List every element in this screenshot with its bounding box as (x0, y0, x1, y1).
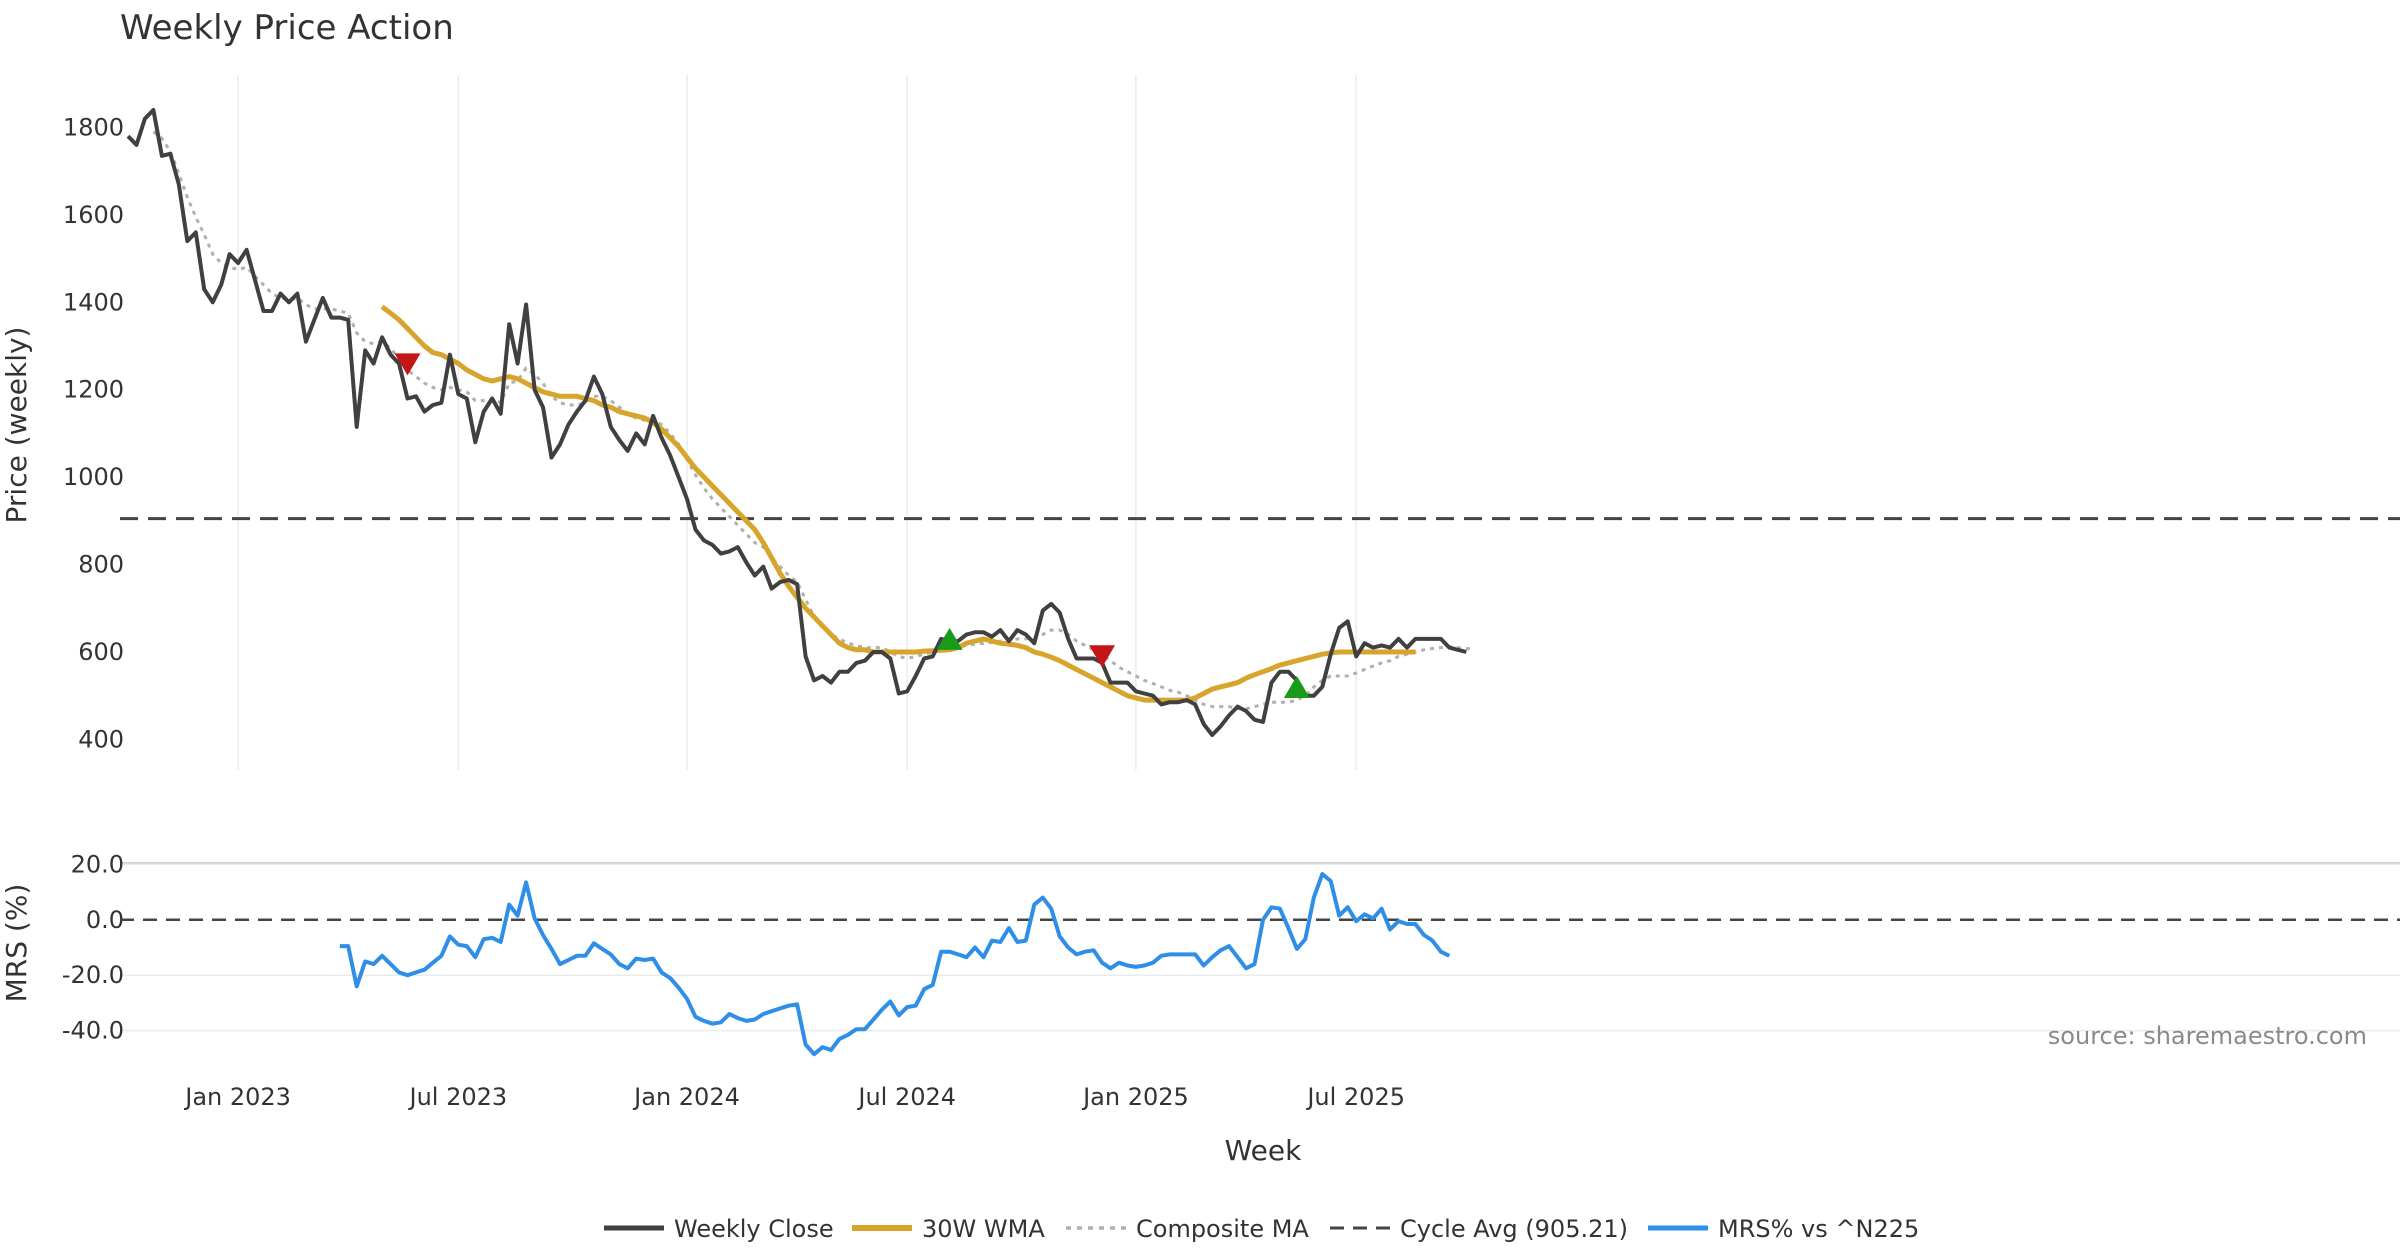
legend-label: 30W WMA (922, 1215, 1045, 1243)
x-tick-label: Jul 2024 (856, 1083, 956, 1111)
x-axis-label: Week (1225, 1134, 1302, 1167)
price-y-tick-label: 1200 (63, 376, 124, 404)
price-y-tick-label: 400 (78, 725, 124, 753)
chart-title: Weekly Price Action (120, 8, 454, 48)
price-y-tick-label: 1600 (63, 201, 124, 229)
x-tick-label: Jan 2023 (183, 1083, 291, 1111)
x-axis: Jan 2023 Jul 2023 Jan 2024 Jul 2024 Jan 2025… (183, 1083, 1405, 1111)
sell-signal-marker (394, 353, 421, 376)
price-y-tick-label: 1000 (63, 463, 124, 491)
sell-signal-marker (1089, 645, 1116, 668)
mrs-y-tick-label: 20.0 (71, 850, 124, 878)
price-y-tick-label: 1400 (63, 288, 124, 316)
composite-ma-line (152, 130, 1475, 711)
legend-label: Weekly Close (674, 1215, 834, 1243)
x-tick-label: Jul 2025 (1305, 1083, 1405, 1111)
wma-30w-line (380, 304, 1416, 703)
x-tick-label: Jan 2025 (1081, 1083, 1189, 1111)
legend-label: MRS% vs ^N225 (1718, 1215, 1919, 1243)
mrs-y-axis-label: MRS (%) (0, 884, 33, 1003)
legend-label: Composite MA (1136, 1215, 1309, 1243)
weekly-close-line (126, 108, 1467, 737)
mrs-y-tick-label: -40.0 (62, 1017, 124, 1045)
price-y-tick-label: 600 (78, 638, 124, 666)
legend: Weekly Close 30W WMA Composite MA Cycle Avg… (604, 1215, 1919, 1243)
price-y-tick-label: 800 (78, 551, 124, 579)
price-panel: 400 600 800 1000 1200 1400 1600 1800 (63, 75, 2400, 770)
mrs-panel: -40.0 -20.0 0.0 20.0 (62, 850, 2400, 1057)
price-y-axis-label: Price (weekly) (0, 327, 33, 524)
mrs-line (339, 872, 1451, 1057)
x-tick-label: Jul 2023 (407, 1083, 507, 1111)
buy-signal-marker (936, 627, 963, 650)
buy-signal-marker (1283, 675, 1310, 698)
legend-label: Cycle Avg (905.21) (1400, 1215, 1628, 1243)
mrs-y-tick-label: -20.0 (62, 961, 124, 989)
x-tick-label: Jan 2024 (632, 1083, 740, 1111)
mrs-y-tick-label: 0.0 (86, 906, 124, 934)
source-watermark: source: sharemaestro.com (2048, 1022, 2367, 1050)
price-y-tick-label: 1800 (63, 113, 124, 141)
